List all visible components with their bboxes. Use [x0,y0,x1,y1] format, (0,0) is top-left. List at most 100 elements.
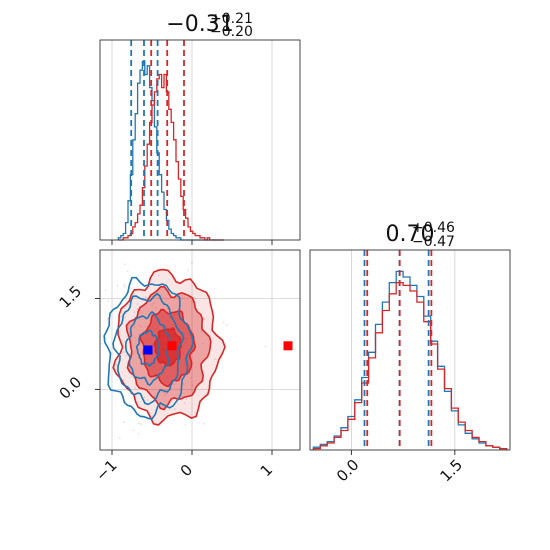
joint-scatter-point [158,297,161,299]
joint-scatter-point [133,326,136,329]
joint-scatter-point [201,342,204,345]
joint-scatter-point [140,354,142,356]
joint-scatter-point [184,424,187,426]
joint-x-tick-label-2: 0 [177,461,196,480]
joint-scatter-point [118,333,121,336]
joint-scatter-point [222,321,225,324]
joint-x-tick-label-3: 1 [257,461,276,480]
hist-x-frame [99,39,301,241]
hist-x-series [117,60,224,241]
hist-y-title-plus: +0.46 [412,220,455,236]
joint-panel: −1 0 1 0.0 1.5 [56,249,301,485]
hist-x-title: −0.31 [166,12,233,37]
joint-scatter-point [124,285,126,288]
joint-scatter-point [163,392,166,394]
hist-y-frame [309,249,511,451]
hist-x-title-median: −0.31 [166,12,233,37]
joint-scatter-point [203,318,206,320]
joint-y-tick-label-2: 1.5 [56,282,86,312]
joint-scatter-point [122,351,125,354]
joint-contours [103,268,226,426]
joint-scatter-point [136,303,139,305]
joint-scatter-point [136,308,139,310]
hist-x-panel: −0.31 +0.21 −0.20 [99,11,301,245]
hist-y-tick-label-1: 0.0 [333,456,363,486]
hist-y-title-median: 0.70 [386,222,435,247]
joint-x-tick-label-1: −1 [92,456,120,484]
joint-scatter-point [124,316,126,318]
joint-scatter-point [120,315,123,318]
hist-y-quantile-lines [363,250,433,450]
joint-scatter-point [164,394,166,397]
joint-scatter-point [152,302,155,304]
joint-scatter-point [126,270,129,272]
joint-marker-3 [283,341,293,351]
joint-scatter-point [138,422,140,425]
joint-scatter-point [166,310,169,313]
joint-contour-outline-level-2 [112,292,185,406]
joint-scatter-point [126,335,129,338]
joint-scatter-point [264,345,267,348]
joint-y-tick-label-1: 0.0 [56,373,86,403]
hist-x-series-2-step [118,73,224,241]
joint-scatter-point [123,421,125,424]
joint-scatter-point [104,337,107,340]
joint-scatter-point [133,311,136,314]
joint-scatter-point [128,392,131,395]
joint-contour-outline-level-4 [135,329,160,367]
joint-scatter-point [116,284,119,287]
hist-x-grid [111,40,273,240]
hist-y-series-1-step [312,270,508,450]
hist-x-series-1-step [117,60,224,241]
joint-scatter-point [107,317,109,320]
joint-scatter-point [186,269,189,272]
joint-scatter-point [182,383,185,386]
joint-frame [99,249,301,451]
joint-scatter-point [174,408,176,411]
joint-scatter-point [124,263,126,265]
joint-scatter-point [140,423,143,426]
hist-y-title: 0.70 [386,222,435,247]
hist-y-title-minus: −0.47 [412,234,455,250]
hist-y-tick-label-2: 1.5 [436,456,466,486]
joint-scatter-point [114,367,116,369]
joint-scatter-point [123,283,126,286]
joint-scatter-point [132,352,135,355]
joint-scatter-point [140,311,143,314]
joint-scatter-point [202,422,205,425]
joint-marker-1 [143,345,153,355]
joint-contour-outline-level-1 [103,276,195,420]
hist-y-panel: 0.0 1.5 0.70 +0.46 −0.47 [309,220,511,485]
joint-scatter-point [157,274,160,277]
joint-scatter-point [190,377,193,380]
joint-marker-2 [167,341,177,351]
joint-scatter-point [122,342,124,345]
joint-scatter-point [138,324,141,327]
joint-scatter-point [125,354,128,357]
joint-scatter-point [151,304,153,307]
joint-scatter-point [137,432,140,435]
joint-scatter-point [191,384,194,387]
joint-scatter-point [185,397,188,400]
joint-scatter-point [172,383,175,386]
hist-y-ticks: 0.0 1.5 [333,450,466,485]
joint-scatter-point [104,289,107,292]
joint-scatter-point [166,392,169,395]
joint-scatter-point [154,306,157,309]
hist-x-title-plus: +0.21 [210,11,253,27]
joint-scatter-point [226,324,228,327]
joint-scatter-point [100,343,103,345]
joint-scatter-point [132,429,135,432]
hist-y-series [312,270,508,450]
joint-scatter-point [144,325,147,328]
joint-contour-outline-level-3 [124,310,171,386]
joint-scatter-point [140,325,143,328]
hist-y-series-2-step [312,281,508,450]
joint-scatter-point [134,336,137,339]
joint-scatter-point [214,358,217,360]
joint-scatter-point [194,297,197,300]
hist-x-quantile-lines [130,40,185,240]
joint-scatter-point [143,396,146,399]
joint-markers [143,341,293,355]
